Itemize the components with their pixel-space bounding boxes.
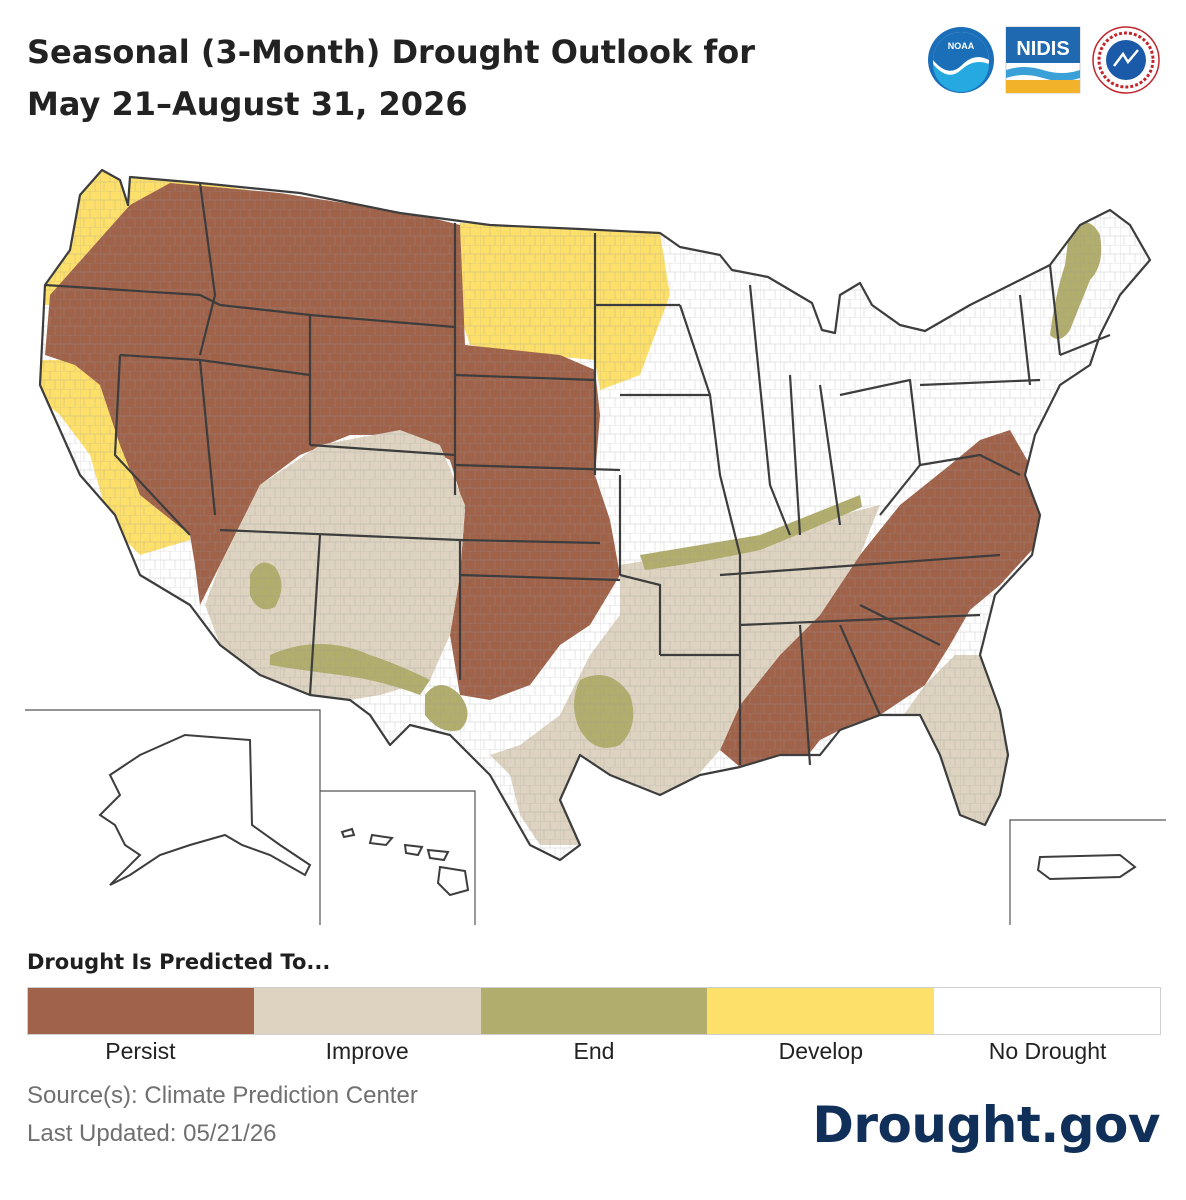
legend-label-improve: Improve	[325, 1038, 409, 1064]
agency-logos: NOAA NIDIS	[928, 26, 1160, 94]
state-lines	[44, 182, 1111, 766]
nidis-logo-text: NIDIS	[1016, 38, 1069, 60]
legend-labels: Persist Improve End Develop No Drought	[27, 1038, 1161, 1065]
legend-bar	[27, 987, 1161, 1035]
conus-outline	[38, 168, 1152, 862]
legend-swatch-no-drought	[933, 988, 1161, 1034]
noaa-logo: NOAA	[928, 27, 994, 93]
legend-label-end: End	[573, 1038, 615, 1064]
legend-swatch-improve	[254, 988, 481, 1034]
puerto-rico-shape	[1036, 853, 1137, 881]
page-title: Seasonal (3-Month) Drought Outlook for M…	[27, 33, 756, 123]
hawaii-islands	[340, 827, 470, 897]
hawaii-inset-frame	[320, 790, 476, 925]
legend-swatch-end	[480, 988, 708, 1034]
last-updated-text: Last Updated: 05/21/26	[27, 1120, 277, 1147]
legend-swatch-persist	[28, 988, 255, 1034]
alaska-shape	[98, 733, 312, 886]
drought-outlook-map	[25, 168, 1166, 925]
legend-swatch-develop	[707, 988, 934, 1034]
legend-title: Drought Is Predicted To...	[27, 950, 331, 974]
nws-logo	[1092, 26, 1160, 94]
nidis-logo: NIDIS	[1005, 26, 1081, 94]
puerto-rico-inset-frame	[1009, 819, 1166, 925]
drought-gov-brand[interactable]: Drought.gov	[812, 1096, 1160, 1154]
alaska-inset-frame	[25, 709, 321, 925]
noaa-logo-text: NOAA	[948, 41, 975, 51]
legend-label-persist: Persist	[105, 1038, 176, 1064]
legend-label-no-drought: No Drought	[988, 1038, 1107, 1064]
source-text: Source(s): Climate Prediction Center	[27, 1082, 418, 1109]
legend-label-develop: Develop	[778, 1038, 863, 1064]
